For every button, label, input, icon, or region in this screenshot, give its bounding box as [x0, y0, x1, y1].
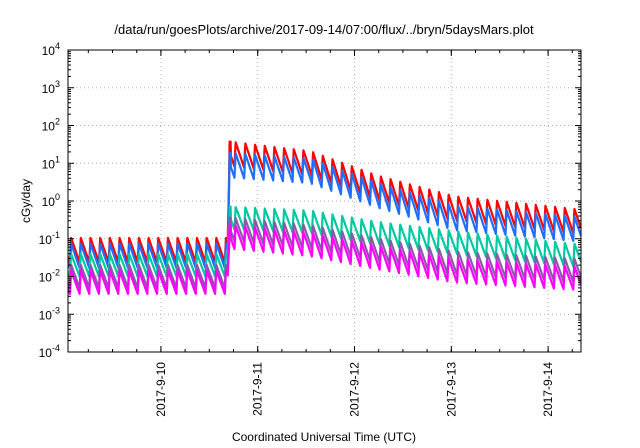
y-tick-label: 104 — [42, 41, 60, 58]
x-tick-label: 2017-9-14 — [541, 362, 555, 417]
y-tick-label: 103 — [42, 79, 60, 96]
x-axis-label: Coordinated Universal Time (UTC) — [232, 430, 416, 444]
x-tick-label: 2017-9-10 — [154, 362, 168, 417]
y-axis: 10-4 10-3 10-2 10-1 100 101 102 103 104 — [39, 41, 581, 360]
series-line-5 — [68, 224, 581, 295]
y-tick-label: 100 — [42, 192, 60, 209]
y-tick-label: 102 — [42, 117, 60, 134]
series-line-2 — [68, 151, 581, 270]
chart-title: /data/run/goesPlots/archive/2017-09-14/0… — [114, 22, 534, 37]
data-series-group — [68, 140, 581, 295]
y-tick-label: 101 — [42, 154, 60, 171]
x-axis: 2017-9-10 2017-9-11 2017-9-12 2017-9-13 2017… — [87, 50, 573, 417]
series-line-1 — [68, 140, 581, 264]
x-tick-label: 2017-9-11 — [251, 362, 265, 416]
y-tick-label: 10-1 — [39, 230, 60, 247]
y-axis-label: cGy/day — [19, 179, 33, 223]
grid-lines — [68, 50, 581, 352]
x-tick-label: 2017-9-12 — [348, 362, 362, 417]
x-tick-label: 2017-9-13 — [444, 362, 458, 417]
series-line-3 — [68, 205, 581, 278]
y-tick-label: 10-4 — [39, 343, 60, 360]
y-tick-label: 10-2 — [39, 268, 60, 285]
y-tick-label: 10-3 — [39, 305, 60, 322]
